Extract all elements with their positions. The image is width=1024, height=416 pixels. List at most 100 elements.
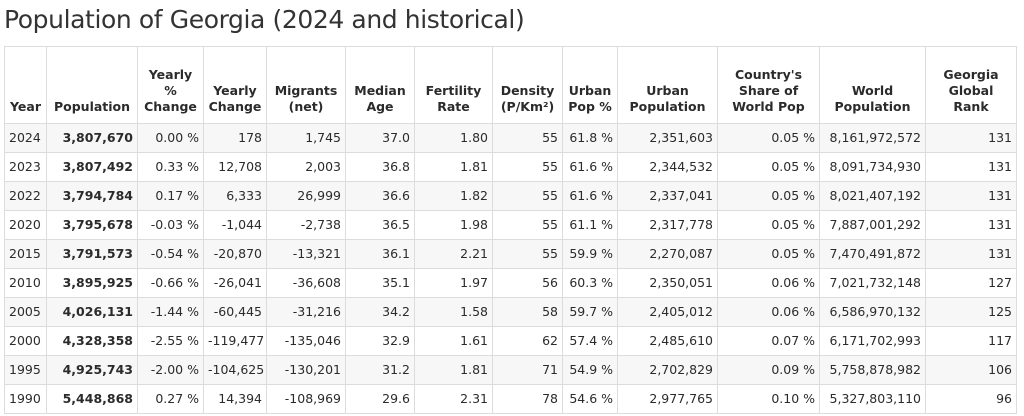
cell-year: 2024 bbox=[4, 123, 47, 153]
table-row: 2023 3,807,492 0.33 % 12,708 2,003 36.8 1.81 55… bbox=[4, 152, 1017, 182]
cell-population: 3,895,925 bbox=[46, 268, 138, 298]
cell-urban-pop-pct: 61.6 % bbox=[562, 181, 618, 211]
cell-world-population: 8,021,407,192 bbox=[819, 181, 926, 211]
cell-median-age: 35.1 bbox=[345, 268, 415, 298]
table-row: 2000 4,328,358 -2.55 % -119,477 -135,046 32.9… bbox=[4, 326, 1017, 356]
table-row: 2020 3,795,678 -0.03 % -1,044 -2,738 36.5 1.98… bbox=[4, 210, 1017, 240]
cell-migrants: -13,321 bbox=[266, 239, 346, 269]
page-title: Population of Georgia (2024 and historic… bbox=[4, 5, 525, 34]
cell-density: 58 bbox=[492, 297, 563, 327]
cell-world-population: 5,758,878,982 bbox=[819, 355, 926, 385]
cell-global-rank: 127 bbox=[925, 268, 1017, 298]
cell-world-share: 0.05 % bbox=[717, 123, 820, 153]
cell-world-population: 8,091,734,930 bbox=[819, 152, 926, 182]
cell-world-population: 8,161,972,572 bbox=[819, 123, 926, 153]
cell-global-rank: 131 bbox=[925, 181, 1017, 211]
cell-year: 1990 bbox=[4, 384, 47, 414]
cell-urban-pop-pct: 60.3 % bbox=[562, 268, 618, 298]
cell-world-share: 0.05 % bbox=[717, 210, 820, 240]
cell-world-population: 7,887,001,292 bbox=[819, 210, 926, 240]
table-row: 2024 3,807,670 0.00 % 178 1,745 37.0 1.80 55 61.… bbox=[4, 123, 1017, 153]
cell-urban-population: 2,350,051 bbox=[617, 268, 718, 298]
cell-global-rank: 131 bbox=[925, 152, 1017, 182]
column-header-world-share: Country's Share of World Pop bbox=[717, 46, 820, 124]
cell-global-rank: 125 bbox=[925, 297, 1017, 327]
cell-urban-pop-pct: 54.9 % bbox=[562, 355, 618, 385]
cell-migrants: 26,999 bbox=[266, 181, 346, 211]
cell-world-share: 0.06 % bbox=[717, 268, 820, 298]
cell-world-share: 0.05 % bbox=[717, 152, 820, 182]
cell-urban-population: 2,405,012 bbox=[617, 297, 718, 327]
cell-world-share: 0.05 % bbox=[717, 239, 820, 269]
cell-yearly-change: -119,477 bbox=[203, 326, 267, 356]
cell-migrants: -31,216 bbox=[266, 297, 346, 327]
cell-global-rank: 106 bbox=[925, 355, 1017, 385]
cell-yearly-change: 12,708 bbox=[203, 152, 267, 182]
column-header-global-rank: Georgia Global Rank bbox=[925, 46, 1017, 124]
cell-density: 55 bbox=[492, 152, 563, 182]
cell-yearly-pct-change: -1.44 % bbox=[137, 297, 204, 327]
table-row: 2005 4,026,131 -1.44 % -60,445 -31,216 34.2 1.… bbox=[4, 297, 1017, 327]
table-row: 2010 3,895,925 -0.66 % -26,041 -36,608 35.1 1.… bbox=[4, 268, 1017, 298]
column-header-year: Year bbox=[4, 46, 47, 124]
column-header-yearly-change: Yearly Change bbox=[203, 46, 267, 124]
table-body: 2024 3,807,670 0.00 % 178 1,745 37.0 1.80 55 61.… bbox=[4, 123, 1017, 414]
cell-yearly-change: 6,333 bbox=[203, 181, 267, 211]
cell-year: 2000 bbox=[4, 326, 47, 356]
cell-urban-population: 2,317,778 bbox=[617, 210, 718, 240]
cell-density: 55 bbox=[492, 239, 563, 269]
column-header-world-population: World Population bbox=[819, 46, 926, 124]
cell-median-age: 37.0 bbox=[345, 123, 415, 153]
cell-yearly-change: -26,041 bbox=[203, 268, 267, 298]
cell-population: 3,807,670 bbox=[46, 123, 138, 153]
header-row: Year Population Yearly % Change Yearly Chan… bbox=[4, 46, 1017, 124]
cell-median-age: 31.2 bbox=[345, 355, 415, 385]
cell-world-population: 7,021,732,148 bbox=[819, 268, 926, 298]
column-header-urban-population: Urban Population bbox=[617, 46, 718, 124]
cell-population: 3,807,492 bbox=[46, 152, 138, 182]
cell-world-share: 0.10 % bbox=[717, 384, 820, 414]
cell-yearly-pct-change: -0.03 % bbox=[137, 210, 204, 240]
cell-global-rank: 131 bbox=[925, 210, 1017, 240]
cell-density: 55 bbox=[492, 123, 563, 153]
cell-fertility-rate: 1.81 bbox=[414, 152, 493, 182]
cell-urban-pop-pct: 54.6 % bbox=[562, 384, 618, 414]
cell-population: 4,925,743 bbox=[46, 355, 138, 385]
cell-density: 78 bbox=[492, 384, 563, 414]
column-header-population: Population bbox=[46, 46, 138, 124]
cell-urban-pop-pct: 59.9 % bbox=[562, 239, 618, 269]
cell-migrants: -108,969 bbox=[266, 384, 346, 414]
cell-fertility-rate: 1.98 bbox=[414, 210, 493, 240]
cell-fertility-rate: 1.97 bbox=[414, 268, 493, 298]
table-row: 1990 5,448,868 0.27 % 14,394 -108,969 29.6 2.3… bbox=[4, 384, 1017, 414]
cell-fertility-rate: 1.58 bbox=[414, 297, 493, 327]
cell-yearly-change: -104,625 bbox=[203, 355, 267, 385]
table-row: 1995 4,925,743 -2.00 % -104,625 -130,201 31.2… bbox=[4, 355, 1017, 385]
cell-density: 56 bbox=[492, 268, 563, 298]
cell-world-share: 0.05 % bbox=[717, 181, 820, 211]
cell-yearly-pct-change: -0.54 % bbox=[137, 239, 204, 269]
cell-world-population: 6,171,702,993 bbox=[819, 326, 926, 356]
cell-migrants: -130,201 bbox=[266, 355, 346, 385]
cell-year: 1995 bbox=[4, 355, 47, 385]
cell-yearly-change: -1,044 bbox=[203, 210, 267, 240]
cell-median-age: 36.5 bbox=[345, 210, 415, 240]
cell-urban-population: 2,351,603 bbox=[617, 123, 718, 153]
cell-population: 4,328,358 bbox=[46, 326, 138, 356]
cell-yearly-pct-change: 0.00 % bbox=[137, 123, 204, 153]
cell-urban-population: 2,337,041 bbox=[617, 181, 718, 211]
cell-migrants: -36,608 bbox=[266, 268, 346, 298]
cell-global-rank: 117 bbox=[925, 326, 1017, 356]
cell-density: 55 bbox=[492, 210, 563, 240]
table-header: Year Population Yearly % Change Yearly Chan… bbox=[4, 46, 1017, 124]
cell-urban-population: 2,977,765 bbox=[617, 384, 718, 414]
cell-yearly-pct-change: -0.66 % bbox=[137, 268, 204, 298]
cell-year: 2023 bbox=[4, 152, 47, 182]
cell-urban-population: 2,485,610 bbox=[617, 326, 718, 356]
cell-global-rank: 131 bbox=[925, 123, 1017, 153]
cell-year: 2022 bbox=[4, 181, 47, 211]
cell-world-share: 0.07 % bbox=[717, 326, 820, 356]
cell-population: 5,448,868 bbox=[46, 384, 138, 414]
cell-fertility-rate: 1.82 bbox=[414, 181, 493, 211]
cell-world-share: 0.06 % bbox=[717, 297, 820, 327]
